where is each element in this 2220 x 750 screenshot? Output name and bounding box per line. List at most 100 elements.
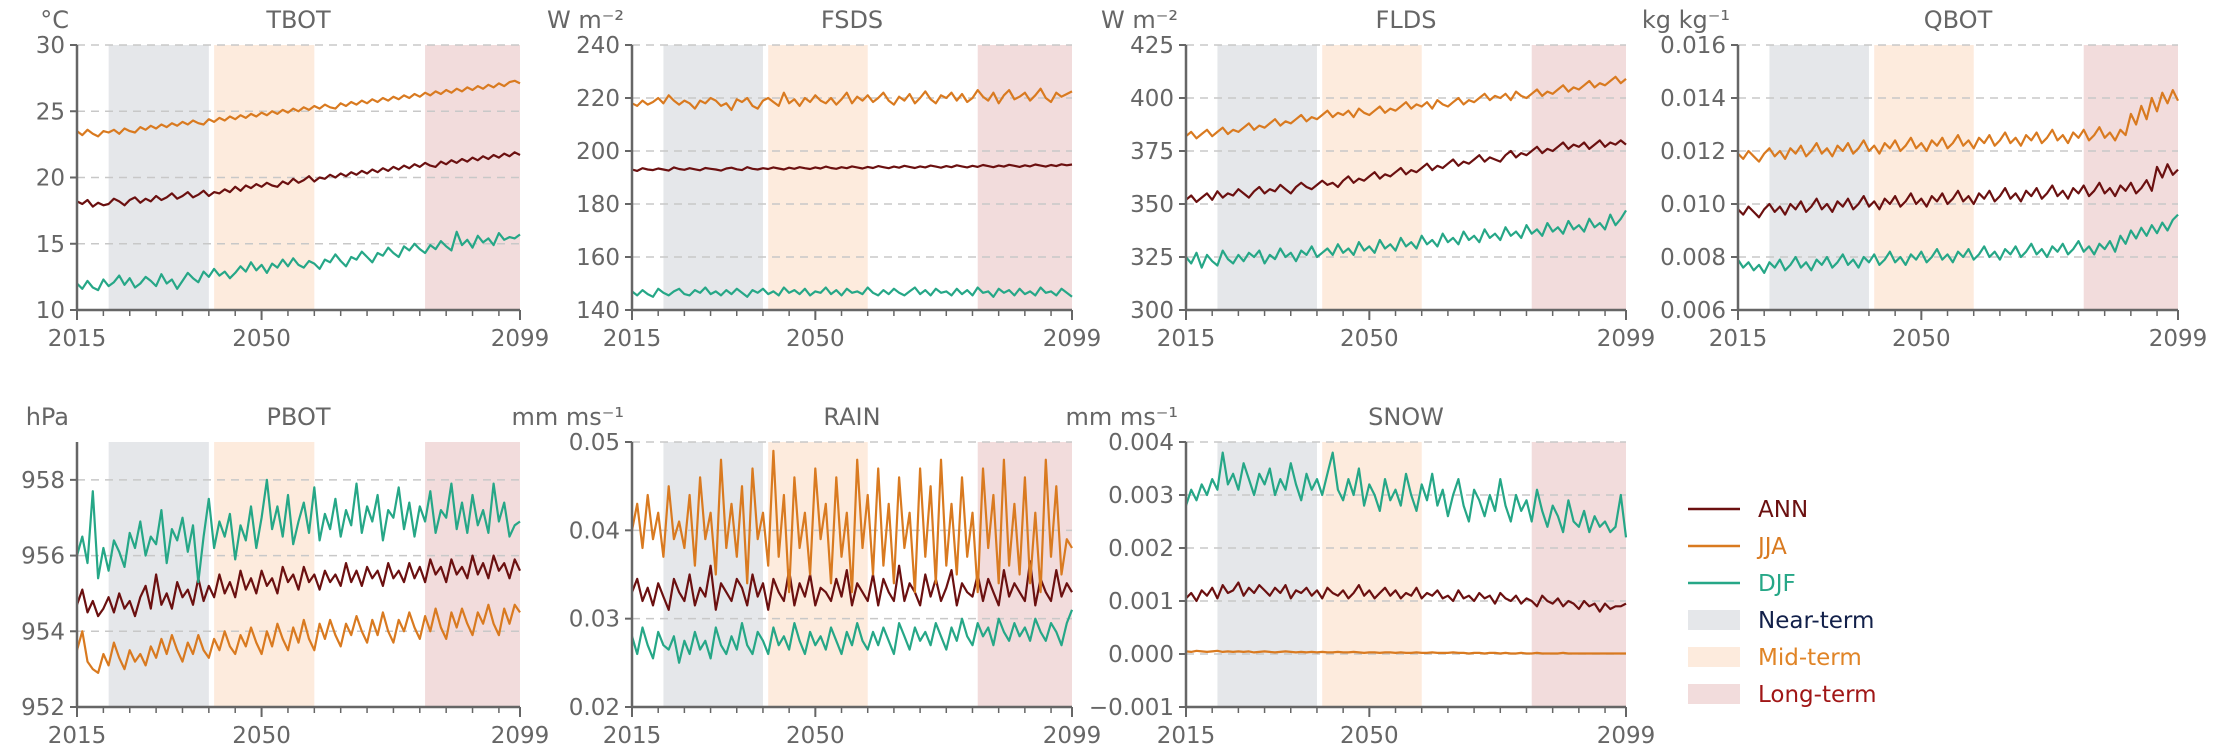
y-tick-label: 425 xyxy=(1130,33,1174,59)
y-tick-label: 240 xyxy=(576,33,620,59)
period-band-mid-term xyxy=(1874,45,1974,310)
unit-label: hPa xyxy=(26,403,69,431)
y-tick-label: 0.003 xyxy=(1108,483,1174,509)
x-tick-label: 2015 xyxy=(48,326,107,352)
x-tick-label: 2015 xyxy=(603,723,662,749)
y-tick-label: 10 xyxy=(36,298,65,324)
legend-item-ann: ANN xyxy=(1688,497,1808,523)
panel-title: FLDS xyxy=(1376,6,1437,34)
series-line-jja xyxy=(1737,88,2179,163)
panel-flds: 300 325 350 375 400 425 2015 2050 2099 W m⁻² FLDS xyxy=(1101,6,1655,352)
period-band-near-term xyxy=(663,45,763,310)
x-tick-label: 2015 xyxy=(1157,326,1216,352)
series-line-jja xyxy=(76,79,521,138)
x-tick-label: 2050 xyxy=(1340,723,1399,749)
series-line-ann xyxy=(75,554,521,618)
y-tick-label: 0.04 xyxy=(569,518,620,544)
y-tick-label: 952 xyxy=(21,695,65,721)
legend-item-djf: DJF xyxy=(1688,571,1796,597)
legend-item-long-term: Long-term xyxy=(1688,682,1877,708)
y-tick-label: 20 xyxy=(36,166,65,192)
period-band-long-term xyxy=(1531,442,1626,707)
x-tick-label: 2015 xyxy=(1709,326,1768,352)
legend-label: ANN xyxy=(1758,497,1808,523)
series-line-jja xyxy=(1185,75,1627,140)
panel-title: SNOW xyxy=(1368,403,1444,431)
series-line-ann xyxy=(1185,139,1627,203)
legend-swatch xyxy=(1688,647,1740,667)
period-band-long-term xyxy=(977,45,1072,310)
unit-label: mm ms⁻¹ xyxy=(1065,403,1178,431)
y-tick-label: 0.02 xyxy=(569,695,620,721)
panel-rain: 0.02 0.03 0.04 0.05 2015 2050 2099 mm ms⁻¹ RAIN xyxy=(511,403,1101,749)
legend-label: DJF xyxy=(1758,571,1796,597)
period-band-long-term xyxy=(425,442,520,707)
y-tick-label: 0.000 xyxy=(1108,642,1174,668)
legend-label: JJA xyxy=(1756,534,1787,560)
legend-swatch xyxy=(1688,610,1740,630)
panel-title: QBOT xyxy=(1924,6,1993,34)
x-tick-label: 2099 xyxy=(1597,723,1656,749)
series-line-ann xyxy=(76,151,521,208)
y-tick-label: 300 xyxy=(1130,298,1174,324)
x-tick-label: 2050 xyxy=(1892,326,1951,352)
y-tick-label: 0.004 xyxy=(1108,430,1174,456)
series-line-djf xyxy=(76,230,521,292)
y-tick-label: 0.010 xyxy=(1660,192,1726,218)
x-tick-label: 2099 xyxy=(491,326,550,352)
y-tick-label: 958 xyxy=(21,468,65,494)
legend: ANN JJA DJF Near-term Mid-term Long-term xyxy=(1688,497,1877,708)
y-tick-label: 140 xyxy=(576,298,620,324)
y-tick-label: 160 xyxy=(576,245,620,271)
legend-label: Long-term xyxy=(1758,682,1877,708)
y-tick-label: 30 xyxy=(36,33,65,59)
series-line-ann xyxy=(1737,163,2179,219)
period-band-mid-term xyxy=(1322,442,1422,707)
y-tick-label: 180 xyxy=(576,192,620,218)
series-line-djf xyxy=(75,478,521,584)
legend-item-jja: JJA xyxy=(1688,534,1787,560)
series-line-jja xyxy=(631,87,1073,112)
x-tick-label: 2099 xyxy=(1043,723,1102,749)
period-band-mid-term xyxy=(214,442,315,707)
x-tick-label: 2050 xyxy=(1340,326,1399,352)
y-tick-label: 325 xyxy=(1130,245,1174,271)
series-line-ann xyxy=(630,560,1073,611)
panel-title: TBOT xyxy=(265,6,331,34)
panels: 10 15 20 25 30 2015 2050 2099 °C TBOT 140 160 180 200… xyxy=(21,6,2207,749)
unit-label: W m⁻² xyxy=(1101,6,1178,34)
period-band-near-term xyxy=(1217,442,1317,707)
period-band-near-term xyxy=(1769,45,1869,310)
legend-item-mid-term: Mid-term xyxy=(1688,645,1862,671)
legend-label: Near-term xyxy=(1758,608,1874,634)
y-tick-label: 15 xyxy=(36,232,65,258)
y-tick-label: 0.05 xyxy=(569,430,620,456)
y-tick-label: 220 xyxy=(576,86,620,112)
series-line-jja xyxy=(1185,649,1626,655)
period-band-mid-term xyxy=(768,45,868,310)
period-band-long-term xyxy=(1531,45,1626,310)
unit-label: W m⁻² xyxy=(547,6,624,34)
y-tick-label: 0.001 xyxy=(1108,589,1174,615)
y-tick-label: 400 xyxy=(1130,86,1174,112)
y-tick-label: 954 xyxy=(21,619,65,645)
x-tick-label: 2050 xyxy=(232,723,291,749)
panel-title: PBOT xyxy=(266,403,330,431)
x-tick-label: 2099 xyxy=(1597,326,1656,352)
x-tick-label: 2015 xyxy=(1157,723,1216,749)
series-line-jja xyxy=(630,449,1073,594)
x-tick-label: 2015 xyxy=(48,723,107,749)
series-line-djf xyxy=(1185,209,1627,269)
panel-fsds: 140 160 180 200 220 240 2015 2050 2099 W m⁻² FSDS xyxy=(547,6,1101,352)
y-tick-label: 0.012 xyxy=(1660,139,1726,165)
panel-title: FSDS xyxy=(821,6,883,34)
x-tick-label: 2099 xyxy=(2149,326,2208,352)
legend-item-near-term: Near-term xyxy=(1688,608,1874,634)
y-tick-label: 0.016 xyxy=(1660,33,1726,59)
x-tick-label: 2099 xyxy=(1043,326,1102,352)
period-band-mid-term xyxy=(1322,45,1422,310)
x-tick-label: 2050 xyxy=(786,326,845,352)
series-line-ann xyxy=(631,163,1073,172)
y-tick-label: 0.006 xyxy=(1660,298,1726,324)
